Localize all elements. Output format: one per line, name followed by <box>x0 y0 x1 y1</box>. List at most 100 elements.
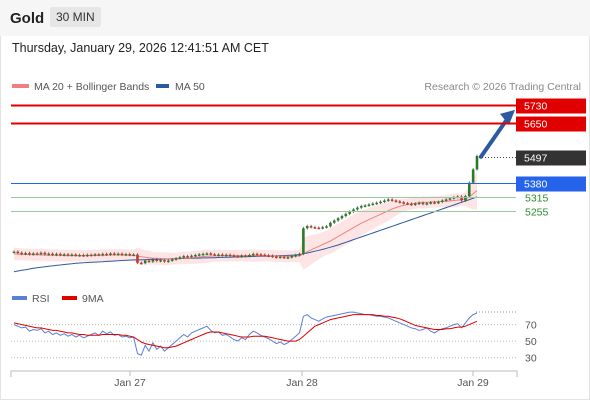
candle <box>402 202 405 204</box>
candle <box>309 226 313 228</box>
candle <box>460 196 463 201</box>
candle <box>186 256 189 258</box>
candle <box>383 200 386 203</box>
candle <box>317 227 321 230</box>
ma9-legend-label: 9MA <box>82 293 104 305</box>
candle <box>70 254 74 257</box>
candle <box>31 253 35 255</box>
candle <box>471 169 475 183</box>
candle <box>109 253 112 255</box>
candle <box>413 203 417 206</box>
candle <box>298 253 301 256</box>
candle <box>151 259 155 262</box>
resistance-label: 5730 <box>524 101 548 113</box>
candle <box>267 255 270 257</box>
rsi-panel: 70 50 30 <box>11 311 537 365</box>
x-tick-label: Jan 27 <box>114 377 146 389</box>
candle <box>174 258 178 260</box>
candle <box>190 255 193 258</box>
candle <box>344 213 348 217</box>
rsi-level-label: 50 <box>525 336 537 348</box>
last-label: 5497 <box>524 153 548 165</box>
candle <box>24 252 27 255</box>
ma9-legend-swatch <box>62 296 77 300</box>
candle <box>433 202 436 204</box>
candle <box>205 253 209 255</box>
rsi-level-label: 70 <box>525 320 537 332</box>
candle <box>429 202 432 204</box>
candle <box>12 251 16 254</box>
price-levels: 5730 5650 5497 5380 5315 5255 <box>11 98 586 219</box>
candle <box>178 257 182 259</box>
candle <box>97 254 101 256</box>
candle <box>224 254 228 257</box>
pivot-label: 5380 <box>524 179 548 191</box>
x-tick-label: Jan 28 <box>286 377 318 389</box>
candle <box>263 254 267 257</box>
candle <box>163 260 166 262</box>
candle <box>305 226 309 229</box>
candle <box>101 253 105 256</box>
candle <box>352 209 355 212</box>
resistance-label: 5650 <box>524 119 548 131</box>
candle <box>136 254 139 263</box>
candle <box>167 260 170 263</box>
candle <box>340 216 344 219</box>
candle <box>51 253 54 256</box>
candle <box>147 260 151 263</box>
candle <box>66 254 70 256</box>
rsi-legend-label: RSI <box>32 293 50 305</box>
candle <box>197 254 201 256</box>
candle <box>359 206 363 208</box>
candle <box>421 202 425 205</box>
x-tick-label: Jan 29 <box>457 377 489 389</box>
candle <box>213 254 216 256</box>
candle <box>271 255 274 258</box>
candle <box>321 227 324 229</box>
candle <box>259 254 263 256</box>
candle <box>248 254 251 257</box>
interval-badge[interactable]: 30 MIN <box>50 7 101 27</box>
candle <box>390 199 394 201</box>
candle <box>410 203 413 206</box>
projection-arrowhead <box>500 109 515 125</box>
candle <box>62 254 66 256</box>
candle <box>386 199 390 201</box>
pivot-tag <box>516 176 586 192</box>
candle <box>113 253 116 255</box>
support-label: 5315 <box>525 193 549 205</box>
candle <box>39 252 43 255</box>
legend: MA 20 + Bollinger Bands MA 50 Research ©… <box>12 81 581 93</box>
candle <box>282 256 286 259</box>
candle <box>59 253 62 256</box>
candle <box>201 253 205 256</box>
candle <box>128 254 132 256</box>
candle <box>278 256 282 259</box>
candle <box>332 220 336 223</box>
candle <box>140 262 143 265</box>
candle <box>240 255 243 258</box>
candle <box>209 253 213 255</box>
candle <box>221 254 224 257</box>
x-axis: Jan 27 Jan 28 Jan 29 <box>10 370 518 389</box>
candle <box>313 227 317 229</box>
candle <box>124 254 128 256</box>
candle <box>440 200 444 203</box>
candle <box>170 259 174 261</box>
bollinger-band <box>14 171 477 270</box>
candle <box>275 256 278 259</box>
candle <box>82 254 85 257</box>
candle <box>74 254 78 257</box>
legend-ma20-swatch <box>12 84 29 88</box>
candle <box>375 202 378 205</box>
research-credit: Research © 2026 Trading Central <box>424 81 581 93</box>
candle <box>417 202 421 205</box>
candle <box>467 182 471 197</box>
price-panel <box>12 109 515 273</box>
candle <box>363 205 367 207</box>
candle <box>444 199 448 201</box>
candle <box>228 254 232 257</box>
legend-ma50-label: MA 50 <box>175 81 205 93</box>
support-label: 5255 <box>525 207 549 219</box>
candle <box>336 218 340 221</box>
